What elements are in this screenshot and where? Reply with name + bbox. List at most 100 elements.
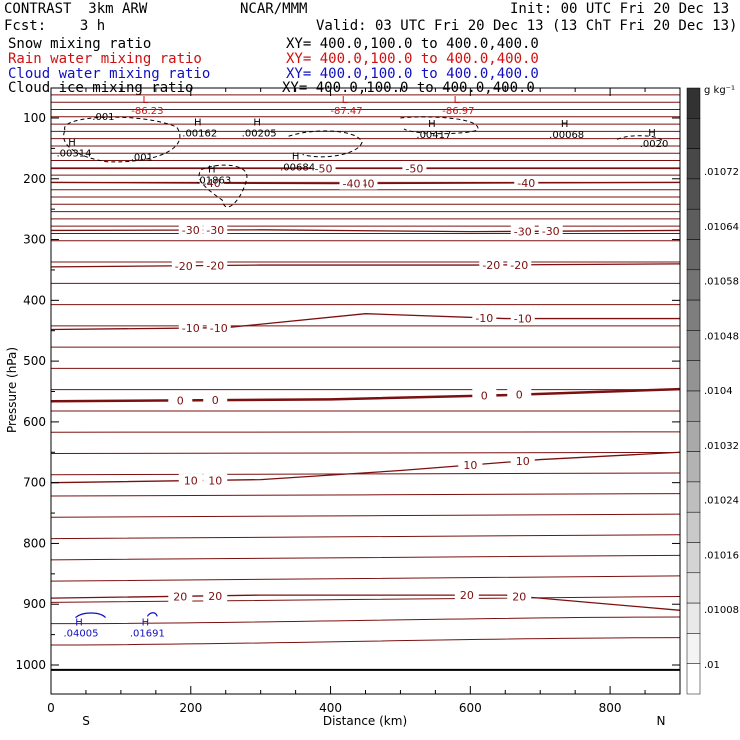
isotherm--30 [50, 229, 681, 233]
field-snow-xy: XY= 400.0,100.0 to 400.0,400.0 [286, 36, 539, 52]
extremum-marker: H [142, 617, 150, 628]
colorbar-label: .01072 [704, 167, 739, 178]
extremum-value: .00162 [182, 128, 217, 139]
isotherm-label-bg [178, 321, 203, 335]
extremum-marker: H [208, 165, 216, 176]
isotherm-label: -30 [206, 224, 224, 237]
isotherm-label: -20 [175, 260, 193, 273]
isotherm-label: -30 [542, 225, 560, 238]
isotherm-label-bg [171, 258, 196, 272]
isotherm-label-bg [311, 161, 336, 175]
isotherm-label: -10 [182, 322, 200, 335]
extremum-value: .00417 [416, 130, 451, 141]
colorbar-label: .01024 [704, 496, 739, 507]
isotherm-label-bg [203, 473, 228, 487]
isotherm-label-bg [458, 458, 483, 472]
colorbar-label: .01008 [704, 605, 739, 616]
valid-time: Valid: 03 UTC Fri 20 Dec 13 (13 ChT Fri … [316, 18, 738, 34]
extremum-marker: H [561, 119, 569, 130]
y-tick-label: 400 [23, 293, 46, 307]
isotherm-label-bg [203, 222, 228, 236]
isotherm-label-bg [510, 453, 535, 467]
colorbar-swatch [686, 542, 701, 574]
extremum-marker: H [75, 617, 83, 628]
isotherm-label: 20 [460, 589, 474, 602]
isotherm-label: 0 [516, 389, 523, 402]
background-isoline [50, 513, 681, 518]
isotherm-label-bg [454, 588, 479, 602]
cloud-ice-label: .001 [92, 112, 114, 123]
isotherm-label-bg [472, 388, 497, 402]
isotherm-label: -20 [482, 259, 500, 272]
x-tick-label: 0 [47, 701, 55, 715]
isotherm-label-bg [178, 223, 203, 237]
isotherm--10 [50, 313, 680, 331]
isotherm-label: -40 [203, 177, 221, 190]
isotherm-label: 0 [481, 390, 488, 403]
field-rain-xy: XY= 400.0,100.0 to 400.0,400.0 [286, 51, 539, 67]
isotherm--40 [50, 181, 681, 185]
extremum-marker: L [454, 95, 460, 106]
y-tick-label: 900 [23, 597, 46, 611]
y-tick-label: 200 [23, 172, 46, 186]
background-isoline [50, 637, 681, 646]
colorbar-swatch [686, 481, 701, 513]
colorbar-swatch [686, 208, 701, 240]
colorbar-swatch [686, 239, 701, 271]
organization: NCAR/MMM [240, 1, 308, 17]
isotherm-label: -40 [343, 178, 361, 191]
colorbar-swatch [686, 330, 701, 361]
y-tick-label: 300 [23, 233, 46, 247]
cloud-ice-contour [288, 130, 363, 158]
isotherm-label-bg [199, 176, 224, 190]
title: CONTRAST 3km ARW [4, 1, 148, 17]
colorbar-swatch [686, 633, 701, 664]
colorbar-swatch [686, 118, 701, 149]
extremum-value: .01863 [196, 176, 231, 187]
field-cloud-water-name: Cloud water mixing ratio [8, 66, 211, 82]
field-snow-name: Snow mixing ratio [8, 36, 152, 52]
field-rain-name: Rain water mixing ratio [8, 51, 202, 67]
x-tick-label: 800 [599, 701, 622, 715]
field-cloud-water-xy: XY= 400.0,100.0 to 400.0,400.0 [286, 66, 539, 82]
cloud-water-contour [146, 612, 158, 617]
colorbar-swatch [686, 87, 701, 119]
isotherm-label: 10 [516, 455, 530, 468]
extremum-value: .0020 [640, 139, 669, 150]
colorbar-unit: g kg⁻¹ [704, 85, 735, 96]
extremum-value: .04005 [63, 628, 98, 639]
colorbar-label: .01016 [704, 550, 739, 561]
colorbar-swatch [686, 178, 701, 210]
y-tick-label: 500 [23, 354, 46, 368]
x-end-label-right: N [657, 714, 666, 728]
forecast-hour: Fcst: 3 h [4, 18, 106, 34]
isotherm-label-bg [507, 257, 532, 271]
extremum-value: .00684 [280, 162, 315, 173]
extremum-value: .00314 [56, 148, 91, 159]
isotherm-label: 0 [212, 394, 219, 407]
extremum-value: .00068 [549, 130, 584, 141]
y-tick-label: 100 [23, 111, 46, 125]
background-isoline [50, 472, 681, 476]
isotherm-label-bg [507, 387, 532, 401]
extremum-value: .01691 [130, 628, 165, 639]
x-axis-label: Distance (km) [323, 714, 407, 728]
isotherm-label: 10 [208, 474, 222, 487]
background-isoline [50, 534, 681, 540]
colorbar-label: .01 [704, 660, 720, 671]
isotherm-20 [50, 594, 681, 611]
extremum-marker: H [194, 117, 202, 128]
isotherm--20 [50, 263, 681, 268]
colorbar-swatch [686, 663, 701, 695]
extremum-marker: H [68, 137, 76, 148]
background-isoline [50, 616, 681, 625]
isotherm-label-bg [507, 589, 532, 603]
x-end-label-left: S [82, 714, 90, 728]
y-tick-label: 800 [23, 536, 46, 550]
background-isoline [50, 575, 681, 582]
y-tick-label: 600 [23, 415, 46, 429]
colorbar-swatch [686, 299, 701, 331]
colorbar-swatch [686, 511, 701, 543]
colorbar-swatch [686, 390, 701, 422]
